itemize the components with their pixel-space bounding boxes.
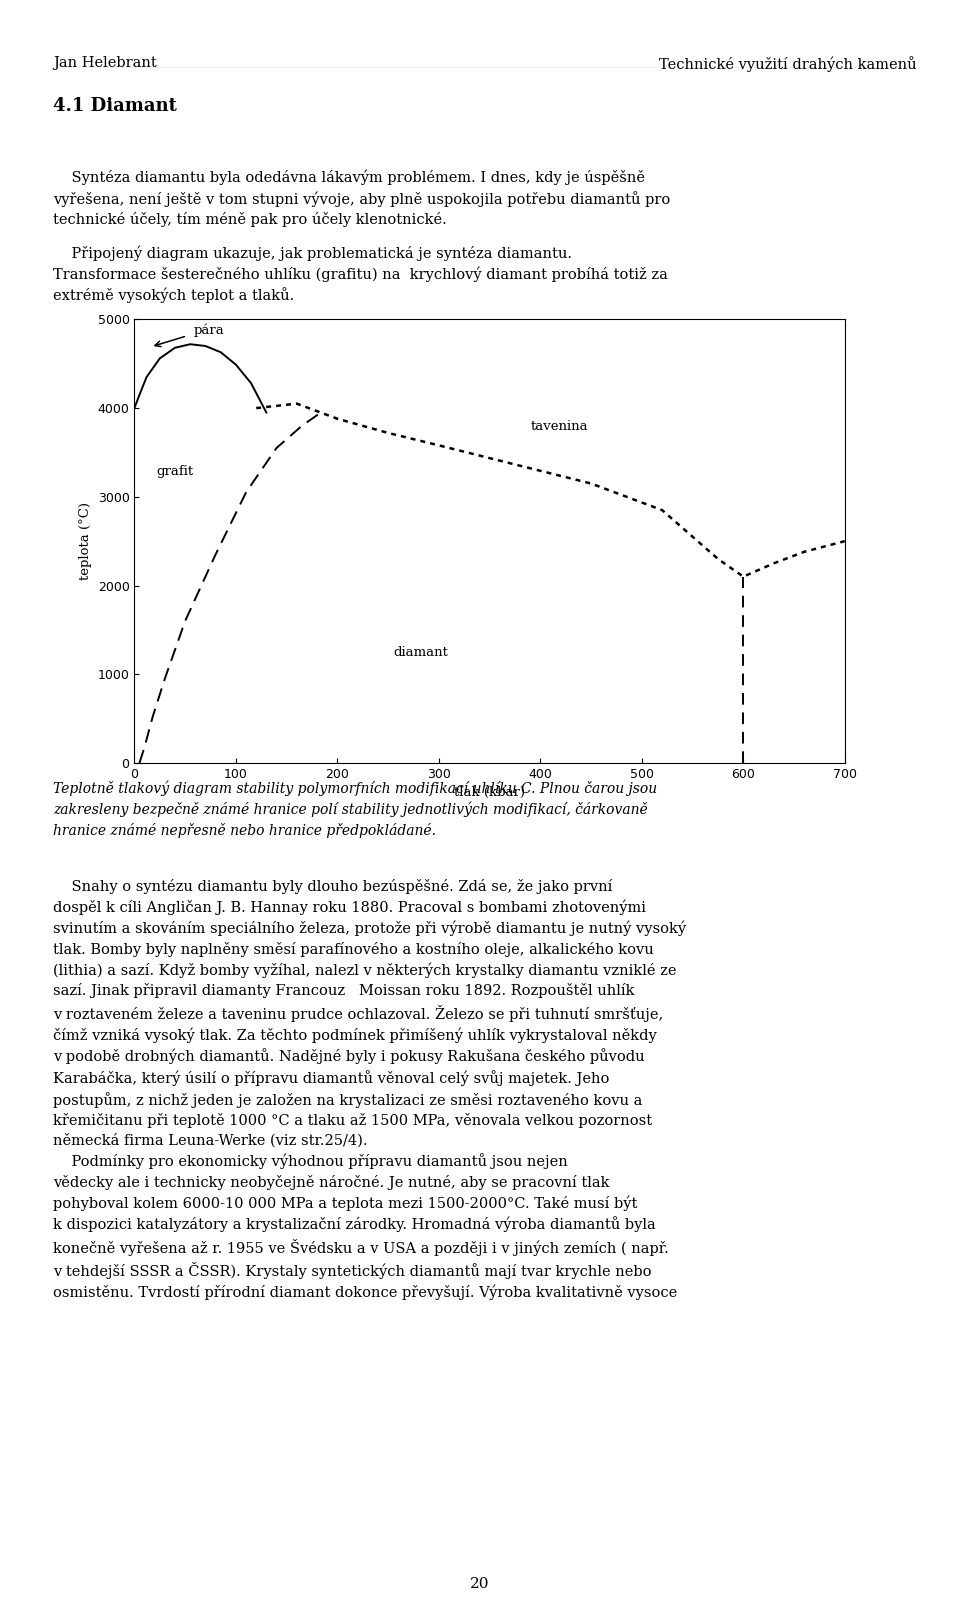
Text: Připojený diagram ukazuje, jak problematická je syntéza diamantu.
Transformace š: Připojený diagram ukazuje, jak problemat… xyxy=(53,245,667,303)
Text: Technické využití drahých kamenů: Technické využití drahých kamenů xyxy=(660,56,917,73)
Text: Syntéza diamantu byla odedávna lákavým problémem. I dnes, kdy je úspěšně
vyřešen: Syntéza diamantu byla odedávna lákavým p… xyxy=(53,169,670,227)
Text: Snahy o syntézu diamantu byly dlouho bezúspěšné. Zdá se, že jako první
dospěl k : Snahy o syntézu diamantu byly dlouho bez… xyxy=(53,879,686,1300)
Text: tavenina: tavenina xyxy=(530,421,588,434)
Text: Jan Helebrant: Jan Helebrant xyxy=(53,56,156,71)
Text: grafit: grafit xyxy=(156,465,194,477)
Text: diamant: diamant xyxy=(394,647,448,660)
Text: 20: 20 xyxy=(470,1578,490,1590)
Text: 4.1 Diamant: 4.1 Diamant xyxy=(53,97,177,115)
Text: pára: pára xyxy=(193,324,224,337)
Text: Teplotně tlakový diagram stability polymorfních modifikací uhlíku C. Plnou čarou: Teplotně tlakový diagram stability polym… xyxy=(53,781,657,837)
Y-axis label: teplota (°C): teplota (°C) xyxy=(79,502,92,581)
X-axis label: tlak (kbar): tlak (kbar) xyxy=(454,787,525,800)
